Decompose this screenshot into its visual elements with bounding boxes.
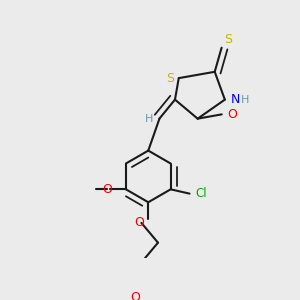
Text: O: O [130,291,140,300]
Text: O: O [102,183,112,196]
Text: S: S [224,33,232,46]
Text: S: S [166,72,174,85]
Text: O: O [135,215,145,229]
Text: H: H [145,114,153,124]
Text: O: O [227,108,237,121]
Text: N: N [230,93,240,106]
Text: H: H [241,94,250,105]
Text: Cl: Cl [196,187,207,200]
